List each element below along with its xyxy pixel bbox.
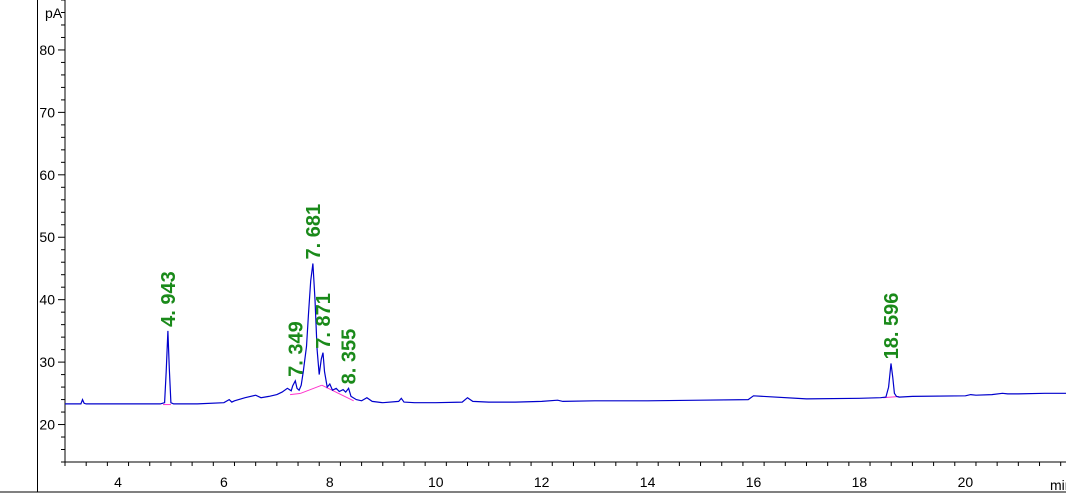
y-axis-label: pA	[45, 5, 63, 21]
chromatogram-trace	[65, 263, 1066, 405]
x-ticks: 4 6 8 10 12 14 16 18 20	[64, 462, 1062, 490]
peak-label: 7. 871	[313, 293, 335, 349]
y-ticks: 20 30 40 50 60 70 80	[39, 0, 65, 463]
integration-baseline	[290, 392, 301, 396]
x-tick-label: 12	[534, 474, 550, 490]
peak-label: 18. 596	[881, 293, 903, 360]
x-tick-label: 4	[114, 474, 122, 490]
peak-label: 4. 943	[158, 271, 180, 327]
integration-baseline	[300, 384, 323, 394]
peak-label: 8. 355	[339, 329, 361, 385]
y-tick-label: 20	[39, 417, 55, 433]
y-tick-label: 40	[39, 292, 55, 308]
x-tick-label: 14	[640, 474, 656, 490]
peak-label: 7. 349	[285, 321, 307, 377]
x-tick-label: 16	[746, 474, 762, 490]
x-tick-label: 18	[852, 474, 868, 490]
x-tick-label: 8	[326, 474, 334, 490]
x-axis-label: min	[1050, 477, 1066, 493]
y-tick-label: 60	[39, 167, 55, 183]
x-tick-label: 10	[428, 474, 444, 490]
y-tick-label: 30	[39, 354, 55, 370]
x-tick-label: 20	[958, 474, 974, 490]
x-tick-label: 6	[220, 474, 228, 490]
y-tick-label: 50	[39, 229, 55, 245]
peak-label: 7. 681	[303, 204, 325, 260]
y-tick-label: 80	[39, 42, 55, 58]
y-tick-label: 70	[39, 104, 55, 120]
